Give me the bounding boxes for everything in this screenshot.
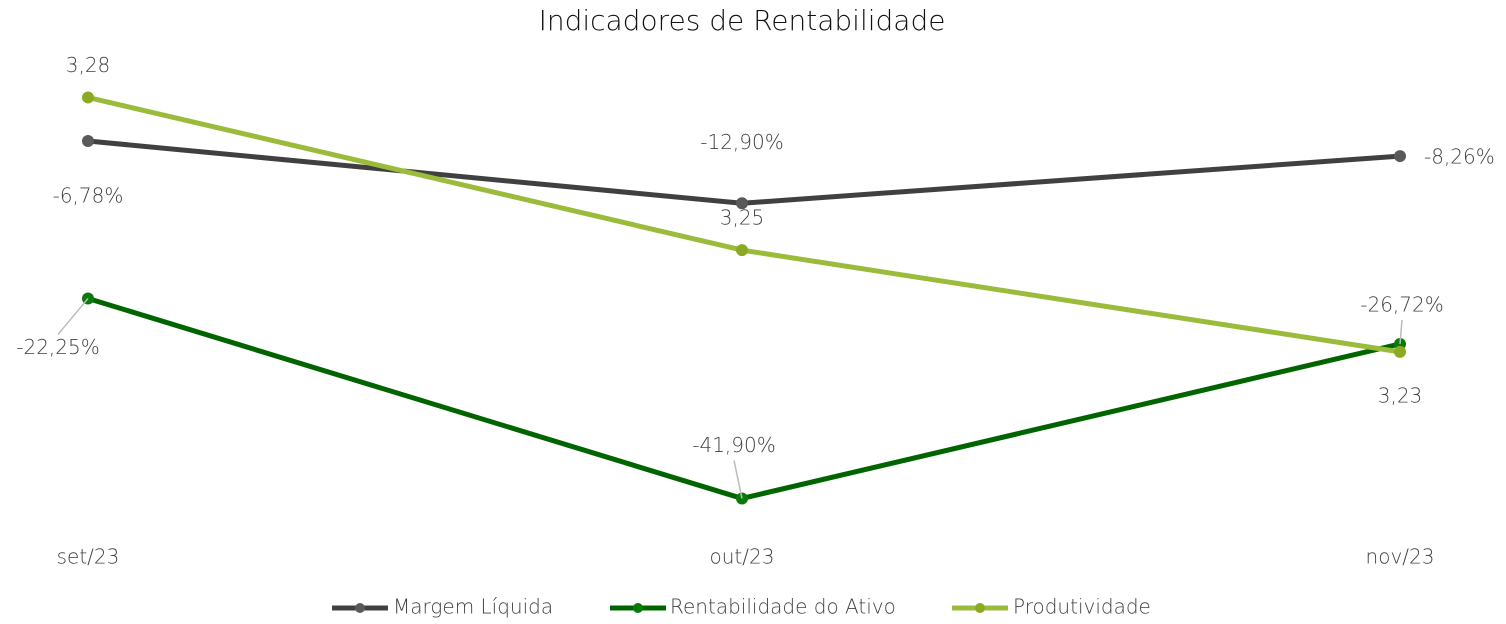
leader-line xyxy=(733,460,743,499)
data-point xyxy=(1394,345,1406,358)
legend-marker xyxy=(355,603,365,613)
legend-label: Rentabilidade do Ativo xyxy=(670,595,896,619)
legend-marker xyxy=(975,603,985,613)
data-label: 3,23 xyxy=(1378,383,1423,407)
data-label: -22,25% xyxy=(16,335,99,359)
chart-title: Indicadores de Rentabilidade xyxy=(539,4,946,37)
data-point xyxy=(82,91,94,104)
data-label: -8,26% xyxy=(1424,145,1495,169)
data-label: -26,72% xyxy=(1360,292,1443,316)
legend-marker xyxy=(633,603,643,613)
series-line xyxy=(87,296,1401,501)
legend-label: Produtividade xyxy=(1013,595,1151,619)
data-label: 3,25 xyxy=(720,206,765,230)
x-tick-label: set/23 xyxy=(57,545,120,569)
data-point xyxy=(736,197,748,210)
x-tick-label: out/23 xyxy=(710,545,775,569)
data-label: -6,78% xyxy=(53,184,124,208)
leader-line xyxy=(57,297,89,335)
data-point xyxy=(1394,150,1406,163)
x-tick-label: nov/23 xyxy=(1366,545,1435,569)
data-label: -12,90% xyxy=(700,130,783,154)
data-label: 3,28 xyxy=(66,53,111,77)
data-point xyxy=(82,135,94,148)
data-label: -41,90% xyxy=(692,433,775,457)
leader-line xyxy=(1399,319,1403,345)
data-point xyxy=(736,244,748,257)
legend-label: Margem Líquida xyxy=(393,595,553,619)
